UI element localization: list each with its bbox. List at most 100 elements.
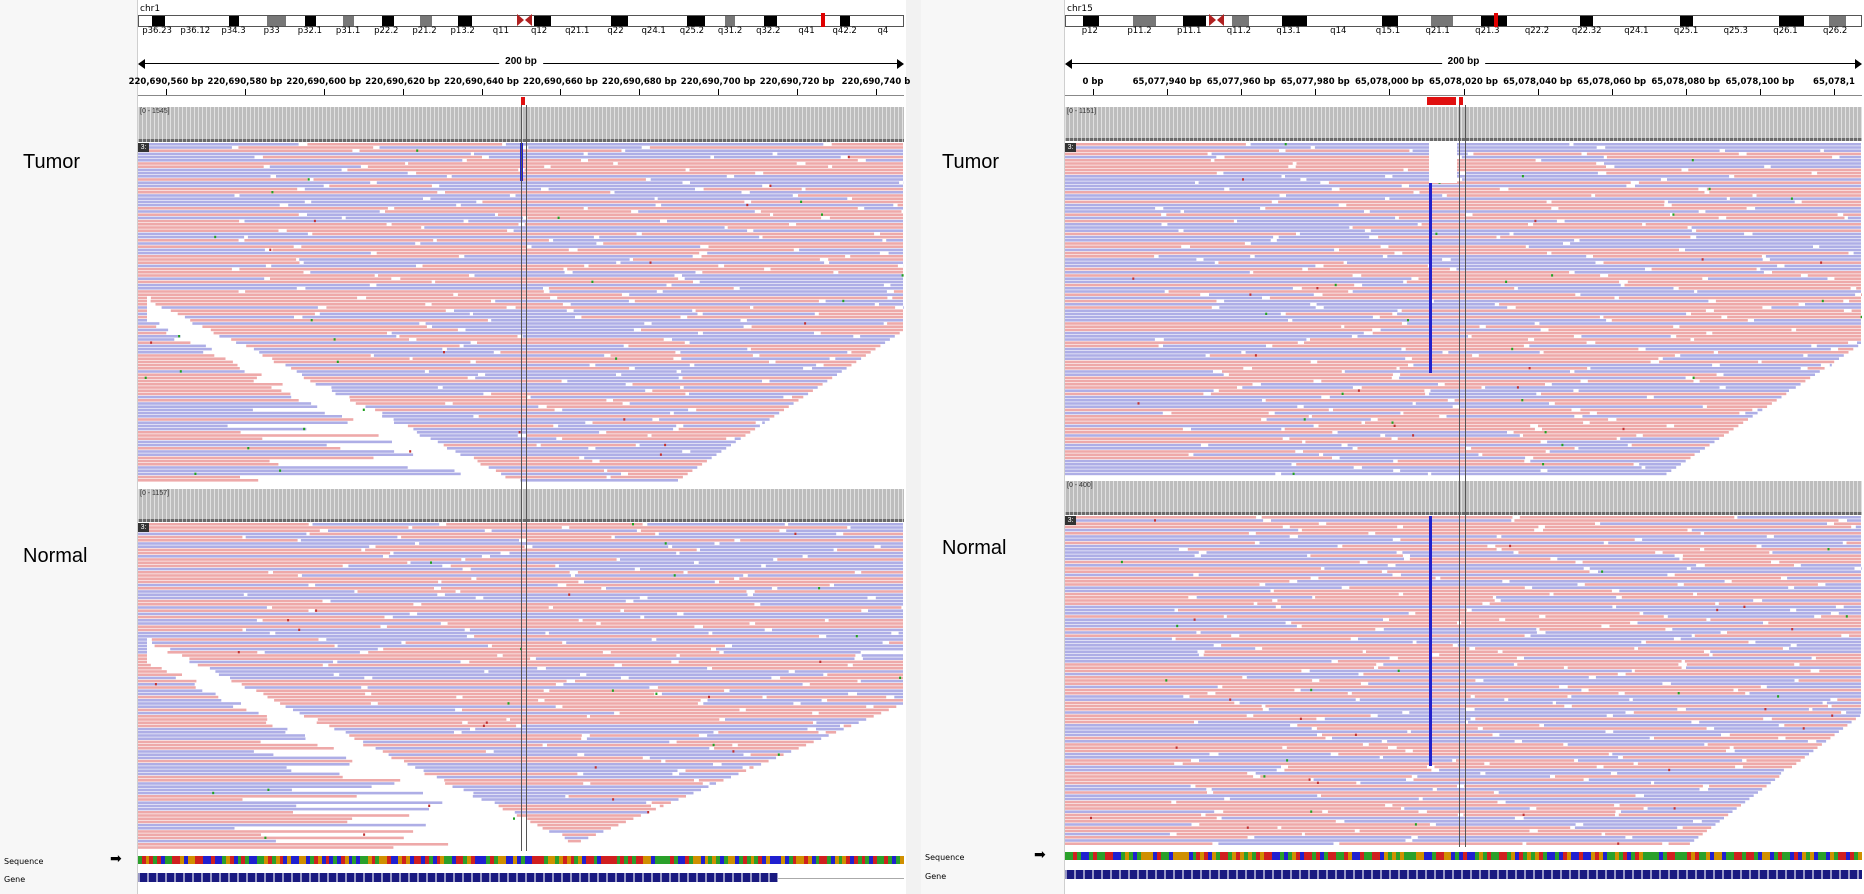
aligned-read[interactable] — [272, 357, 410, 360]
aligned-read[interactable] — [1065, 692, 1208, 695]
aligned-read[interactable] — [1680, 637, 1861, 641]
aligned-read[interactable] — [1697, 592, 1861, 596]
aligned-read[interactable] — [1065, 564, 1388, 567]
aligned-read[interactable] — [1223, 171, 1460, 175]
aligned-read[interactable] — [138, 347, 212, 351]
aligned-read[interactable] — [1598, 570, 1861, 573]
aligned-read[interactable] — [138, 175, 271, 178]
aligned-read[interactable] — [473, 791, 694, 795]
aligned-read[interactable] — [382, 415, 474, 418]
aligned-read[interactable] — [1333, 408, 1572, 412]
aligned-read[interactable] — [474, 152, 584, 156]
reference-sequence-track[interactable] — [138, 856, 904, 864]
aligned-read[interactable] — [1195, 784, 1457, 788]
aligned-read[interactable] — [1065, 290, 1165, 293]
aligned-read[interactable] — [662, 290, 887, 293]
aligned-read[interactable] — [1614, 165, 1765, 168]
aligned-read[interactable] — [170, 309, 446, 312]
aligned-read[interactable] — [1495, 544, 1757, 548]
aligned-read[interactable] — [1578, 389, 1789, 392]
aligned-read[interactable] — [230, 676, 365, 680]
aligned-read[interactable] — [1196, 596, 1313, 599]
aligned-read[interactable] — [138, 319, 147, 322]
aligned-read[interactable] — [1404, 807, 1530, 810]
aligned-read[interactable] — [1204, 650, 1363, 653]
aligned-read[interactable] — [1787, 576, 1861, 580]
aligned-read[interactable] — [1647, 807, 1737, 810]
aligned-read[interactable] — [1198, 181, 1321, 184]
aligned-read[interactable] — [1450, 258, 1763, 261]
aligned-read[interactable] — [328, 529, 485, 532]
aligned-read[interactable] — [719, 580, 903, 584]
aligned-read[interactable] — [1847, 216, 1861, 220]
aligned-read[interactable] — [887, 322, 903, 325]
aligned-read[interactable] — [138, 788, 292, 792]
aligned-read[interactable] — [138, 440, 392, 444]
aligned-read[interactable] — [661, 692, 849, 696]
aligned-read[interactable] — [1257, 602, 1483, 605]
aligned-read[interactable] — [1440, 576, 1781, 580]
aligned-read[interactable] — [1222, 685, 1560, 689]
aligned-read[interactable] — [1065, 223, 1162, 226]
aligned-read[interactable] — [138, 437, 263, 440]
aligned-read[interactable] — [1807, 367, 1825, 370]
aligned-read[interactable] — [582, 619, 825, 622]
aligned-read[interactable] — [679, 654, 856, 657]
aligned-read[interactable] — [1065, 653, 1199, 657]
aligned-read[interactable] — [1436, 788, 1700, 791]
aligned-read[interactable] — [328, 663, 615, 667]
aligned-read[interactable] — [1269, 296, 1615, 300]
aligned-read[interactable] — [1065, 299, 1217, 303]
aligned-read[interactable] — [1769, 258, 1861, 261]
aligned-read[interactable] — [634, 299, 819, 303]
aligned-read[interactable] — [1712, 331, 1861, 335]
aligned-read[interactable] — [751, 200, 903, 204]
aligned-read[interactable] — [405, 641, 563, 644]
aligned-read[interactable] — [1326, 522, 1595, 525]
aligned-read[interactable] — [138, 551, 391, 555]
aligned-read[interactable] — [1431, 264, 1778, 268]
aligned-read[interactable] — [1203, 258, 1443, 261]
aligned-read[interactable] — [1389, 618, 1500, 621]
aligned-read[interactable] — [1318, 576, 1436, 580]
aligned-read[interactable] — [1582, 560, 1771, 564]
aligned-read[interactable] — [138, 529, 320, 532]
aligned-read[interactable] — [679, 551, 904, 555]
aligned-read[interactable] — [1762, 599, 1861, 602]
aligned-read[interactable] — [1412, 839, 1695, 842]
aligned-read[interactable] — [1696, 235, 1861, 239]
aligned-read[interactable] — [1065, 418, 1262, 421]
aligned-read[interactable] — [138, 229, 279, 232]
aligned-read[interactable] — [903, 306, 904, 309]
aligned-read[interactable] — [349, 395, 528, 399]
aligned-read[interactable] — [861, 654, 903, 657]
aligned-read[interactable] — [1065, 669, 1302, 673]
aligned-read[interactable] — [659, 418, 770, 421]
chromosome-ideogram[interactable]: chr15 p12 p11.2 p11.1 q11.2 q13.1 q14 q15.1 q21… — [1065, 4, 1862, 56]
aligned-read[interactable] — [1065, 826, 1278, 829]
aligned-read[interactable] — [302, 373, 478, 376]
aligned-read[interactable] — [420, 242, 597, 245]
aligned-read[interactable] — [1211, 788, 1433, 791]
aligned-read[interactable] — [413, 427, 674, 431]
aligned-read[interactable] — [724, 264, 898, 268]
aligned-read[interactable] — [707, 251, 880, 255]
aligned-read[interactable] — [1065, 794, 1318, 797]
aligned-read[interactable] — [245, 290, 544, 293]
aligned-read[interactable] — [1474, 695, 1568, 698]
aligned-read[interactable] — [1588, 778, 1776, 781]
aligned-read[interactable] — [818, 312, 903, 316]
aligned-read[interactable] — [138, 213, 299, 216]
aligned-read[interactable] — [1772, 271, 1861, 274]
aligned-read[interactable] — [1065, 842, 1213, 845]
aligned-read[interactable] — [245, 535, 398, 539]
aligned-read[interactable] — [514, 811, 649, 814]
aligned-read[interactable] — [540, 443, 636, 447]
aligned-read[interactable] — [644, 615, 903, 619]
aligned-read[interactable] — [1580, 293, 1856, 296]
aligned-read[interactable] — [463, 788, 701, 792]
aligned-read[interactable] — [1065, 197, 1385, 200]
aligned-read[interactable] — [1642, 538, 1861, 541]
aligned-read[interactable] — [452, 785, 709, 788]
aligned-read[interactable] — [620, 261, 825, 264]
